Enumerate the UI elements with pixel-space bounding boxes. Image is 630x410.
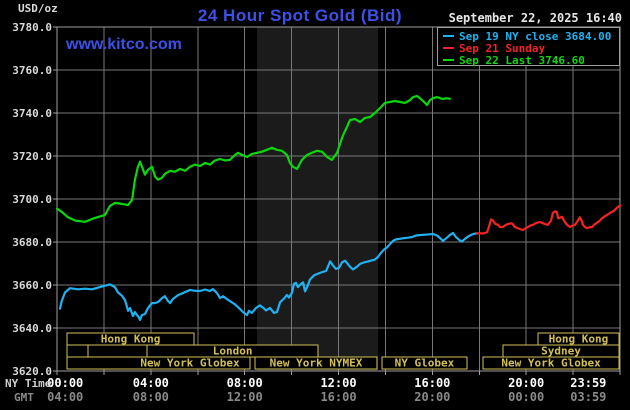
- unit-label: USD/oz: [18, 2, 58, 15]
- kitco-watermark-link[interactable]: www.kitco.com: [66, 36, 182, 53]
- ny-time-tick: 00:00: [47, 376, 83, 390]
- gmt-tick: 16:00: [320, 390, 356, 404]
- ny-time-tick: 23:59: [570, 376, 606, 390]
- chart-legend: Sep 19 NY close 3684.00 Sep 21 Sunday Se…: [437, 27, 620, 67]
- series-sep-22-last: [55, 94, 451, 223]
- session-label: London: [213, 345, 253, 358]
- ny-time-axis-label: NY Time: [5, 377, 52, 390]
- session-label: Hong Kong: [549, 333, 609, 346]
- session-box: [66, 356, 251, 370]
- ny-time-tick: 04:00: [133, 376, 169, 390]
- line-swatch-icon: [443, 35, 454, 37]
- session-label: Sydney: [541, 345, 581, 358]
- session-label: New York Globex: [140, 357, 240, 370]
- y-tick-label: 3700.0: [12, 193, 52, 206]
- session-box: [381, 356, 468, 370]
- legend-item: Sep 22 Last 3746.60: [443, 53, 619, 67]
- legend-item-label: Sep 22 Last 3746.60: [459, 53, 585, 67]
- series-sep-19-ny-close: [58, 231, 478, 322]
- series-sep-21-sunday: [475, 204, 622, 235]
- gmt-tick: 08:00: [133, 390, 169, 404]
- y-tick-label: 3620.0: [12, 365, 52, 378]
- line-swatch-icon: [443, 47, 454, 49]
- y-tick-label: 3660.0: [12, 279, 52, 292]
- ny-time-tick: 20:00: [508, 376, 544, 390]
- gmt-tick: 03:59: [570, 390, 606, 404]
- gmt-axis-label: GMT: [14, 391, 34, 404]
- session-box: [87, 344, 148, 358]
- ny-time-tick: 16:00: [414, 376, 450, 390]
- page-title: 24 Hour Spot Gold (Bid): [197, 6, 403, 25]
- session-label: New York Globex: [501, 357, 601, 370]
- datetime-label: September 22, 2025 16:40: [448, 11, 622, 25]
- session-label: Hong Kong: [101, 333, 161, 346]
- line-swatch-icon: [443, 59, 454, 61]
- gmt-tick: 00:00: [508, 390, 544, 404]
- gmt-tick: 12:00: [227, 390, 263, 404]
- ny-time-tick: 08:00: [227, 376, 263, 390]
- y-tick-label: 3780.0: [12, 21, 52, 34]
- y-tick-label: 3740.0: [12, 107, 52, 120]
- session-box: [482, 356, 620, 370]
- y-tick-label: 3760.0: [12, 64, 52, 77]
- session-box: [66, 344, 89, 358]
- legend-item: Sep 19 NY close 3684.00: [443, 29, 619, 43]
- y-tick-label: 3680.0: [12, 236, 52, 249]
- legend-item: Sep 21 Sunday: [443, 41, 619, 55]
- gmt-tick: 20:00: [414, 390, 450, 404]
- gmt-tick: 04:00: [47, 390, 83, 404]
- session-label: NY Globex: [395, 357, 455, 370]
- y-tick-label: 3640.0: [12, 322, 52, 335]
- session-box: [254, 356, 378, 370]
- legend-item-label: Sep 19 NY close 3684.00: [459, 29, 612, 43]
- ny-time-tick: 12:00: [320, 376, 356, 390]
- legend-item-label: Sep 21 Sunday: [459, 41, 546, 55]
- y-tick-label: 3720.0: [12, 150, 52, 163]
- session-label: New York NYMEX: [270, 357, 363, 370]
